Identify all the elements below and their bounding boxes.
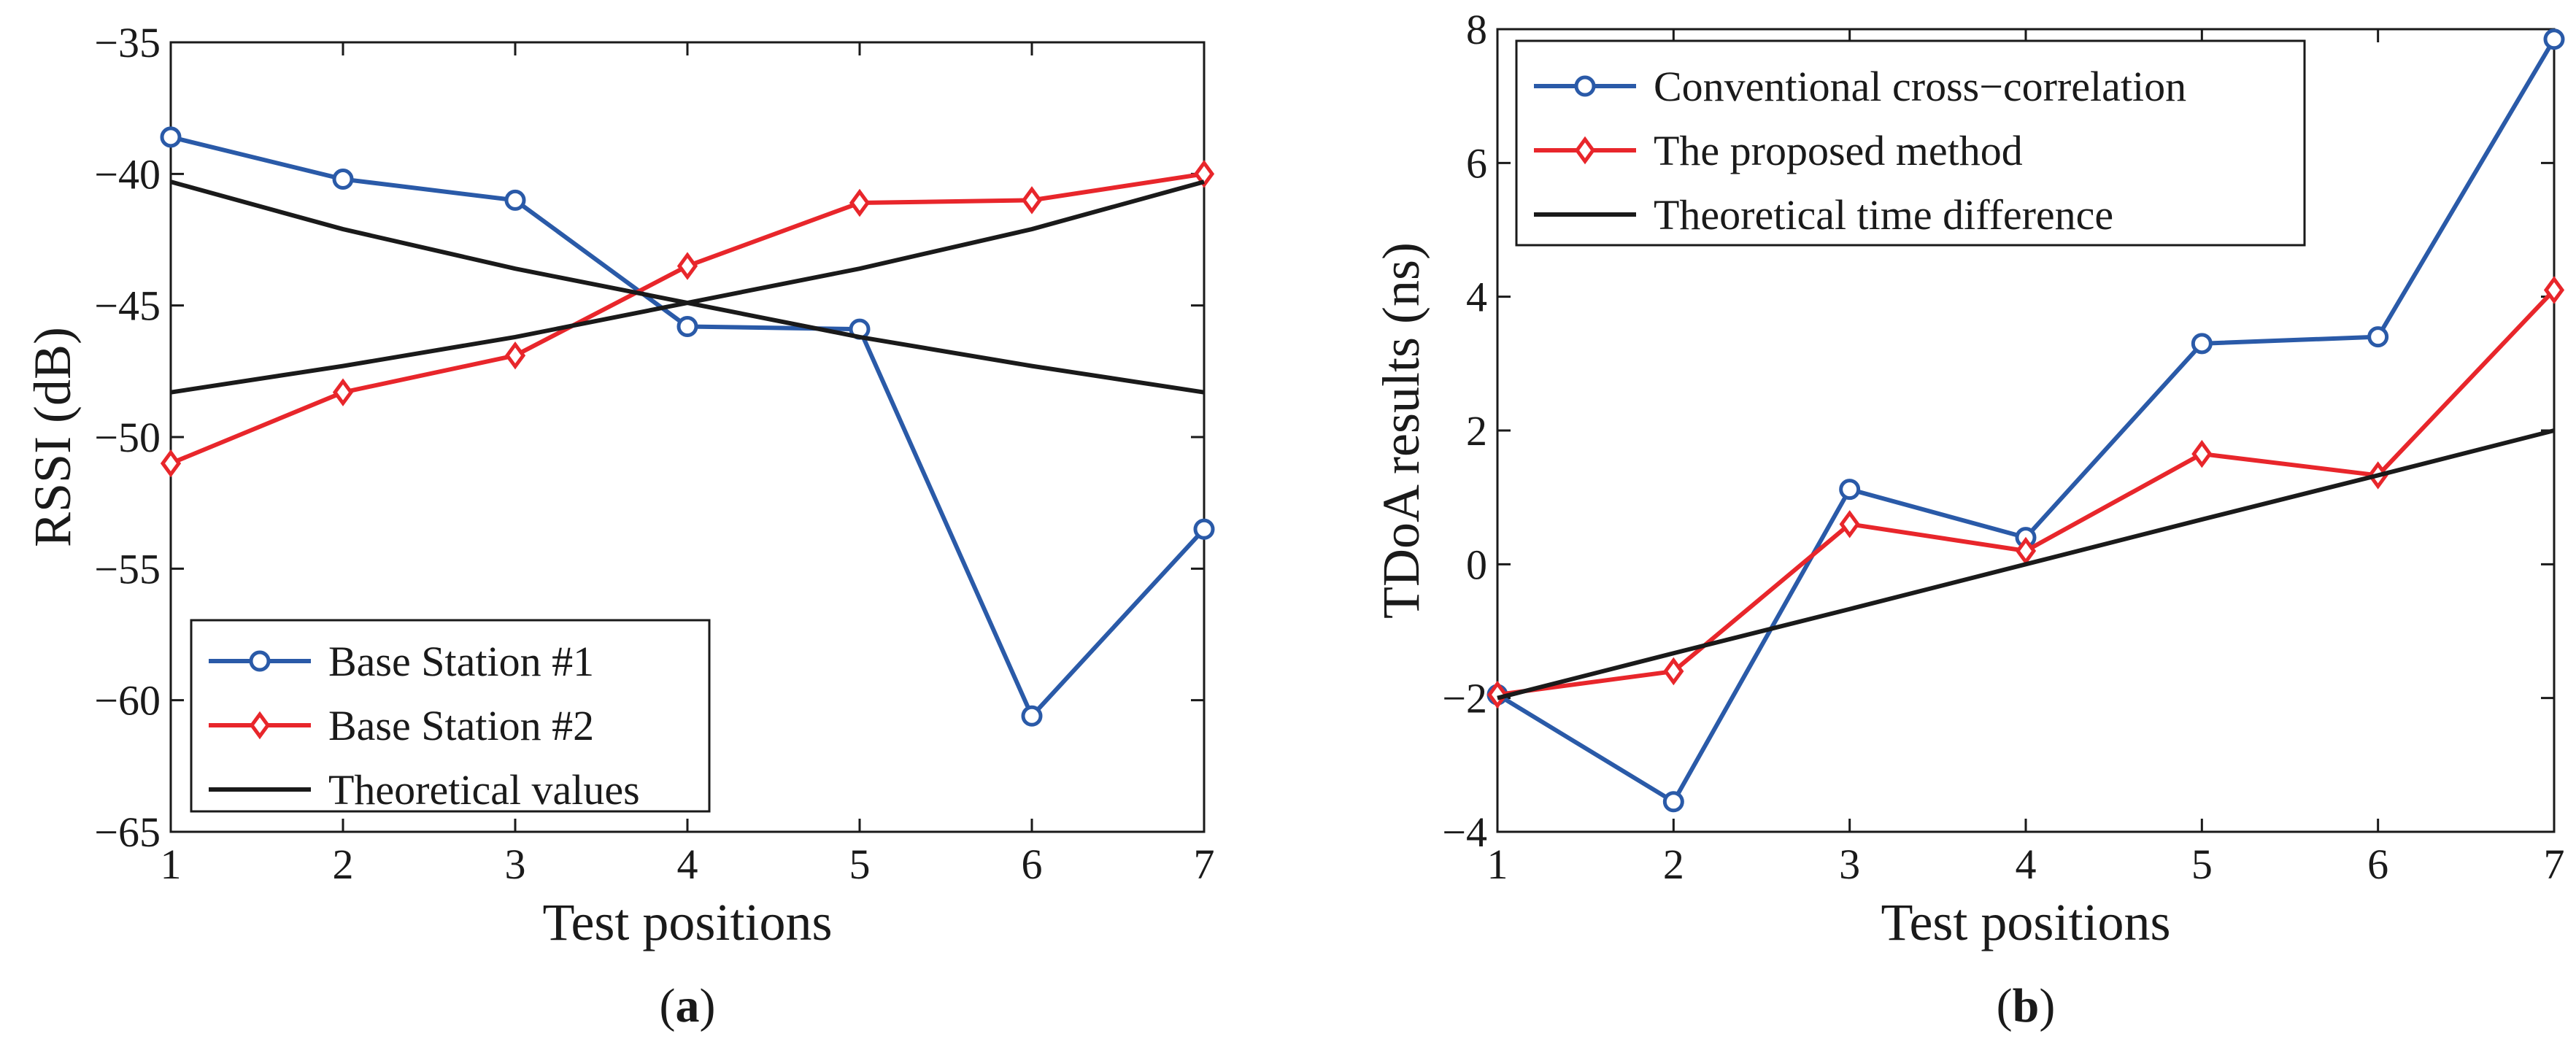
panel-a-chart: 1 2 3 4 5 6 7 −35 −40 −45 −50 −55 −60 −65 Test positio… [23,19,1215,1032]
x-axis-label: Test positions [543,893,833,951]
data-point-diamond [2015,536,2037,565]
legend-label: The proposed method [1654,127,2023,174]
series-line-a-2 [170,179,1205,395]
panel-label-letter: a [676,979,700,1032]
series-line-b-2 [1497,428,2555,700]
series-a-2 [170,179,1205,395]
data-point-circle [504,189,526,211]
x-tick-label: 7 [1194,841,1215,888]
data-point-diamond [160,449,182,478]
legend-label: Base Station #1 [328,638,594,685]
x-tick-label: 1 [1487,841,1508,888]
y-tick-label: −65 [94,808,161,856]
x-tick-label: 3 [1839,841,1860,888]
series-a-1 [160,160,1215,478]
y-axis-label: TDoA results (ns) [1372,242,1430,619]
y-tick-label: −45 [94,282,161,330]
legend-marker-circle [1574,75,1596,97]
y-tick-label: −55 [94,545,161,592]
series-a-0 [160,126,1215,727]
y-tick-label: −60 [94,677,161,725]
panel-label-b: (b) [1997,979,2056,1032]
x-tick-label: 1 [161,841,182,888]
data-point-diamond [332,378,354,406]
data-point-diamond [1486,680,1508,709]
series-line-b-1 [1497,288,2556,698]
series-line-a-3 [170,179,1205,395]
x-tick-label: 5 [2191,841,2213,888]
data-point-diamond [1193,160,1215,188]
data-point-diamond [2543,276,2565,304]
x-tick-label: 2 [1663,841,1684,888]
x-tick-label: 6 [1022,841,1043,888]
y-tick-label: 0 [1466,541,1487,588]
data-point-diamond [849,188,871,217]
data-point-circle [2543,28,2565,50]
data-point-circle [2367,326,2389,348]
x-tick-label: 7 [2544,841,2565,888]
x-axis-label: Test positions [1881,893,2171,951]
y-axis-label: RSSI (dB) [23,327,82,547]
data-point-diamond [1021,186,1043,215]
data-point-diamond [504,341,526,370]
data-point-diamond [1839,510,1860,538]
legend-b: Conventional cross−correlation The propos… [1515,39,2306,247]
legend-label: Conventional cross−correlation [1654,63,2186,110]
y-tick-label: −50 [94,414,161,461]
data-point-circle [676,316,698,338]
x-tick-label: 4 [677,841,698,888]
data-point-diamond [1663,657,1684,686]
x-tick-label: 3 [505,841,526,888]
series-b-2 [1497,428,2555,700]
legend-label: Theoretical values [328,766,640,814]
legend-box [1515,39,2306,247]
data-point-circle [1021,705,1043,727]
data-point-circle [1662,791,1684,813]
legend-marker-diamond [249,711,271,740]
y-tick-label: 6 [1466,139,1487,187]
data-point-circle [1839,479,1861,501]
y-tick-label: −40 [94,150,161,198]
series-b-1 [1486,276,2565,709]
y-tick-label: 4 [1466,274,1487,321]
panel-label-a: (a) [660,979,716,1032]
data-point-diamond [2191,439,2213,468]
y-tick-label: −2 [1442,675,1487,722]
legend-label: Base Station #2 [328,702,594,749]
series-a-3 [170,179,1205,395]
legend-a: Base Station #1 Base Station #2 Theoretica… [190,619,711,814]
x-tick-label: 4 [2016,841,2037,888]
x-tick-label: 5 [849,841,871,888]
y-tick-label: 2 [1466,407,1487,455]
legend-marker-diamond [1574,136,1596,165]
y-tick-label: −35 [94,19,161,66]
data-point-circle [1193,518,1215,540]
legend-label: Theoretical time difference [1654,191,2113,239]
data-point-circle [332,169,354,190]
panel-b-chart: 1 2 3 4 5 6 7 8 6 4 2 0 −2 −4 Test positions TDoA resul… [1372,6,2565,1032]
y-tick-label: −4 [1442,808,1487,856]
legend-marker-circle [249,650,271,672]
data-point-circle [2191,333,2213,355]
y-tick-label: 8 [1466,6,1487,53]
x-tick-label: 2 [333,841,354,888]
panel-label-letter: b [2013,979,2040,1032]
data-point-diamond [676,252,698,280]
x-tick-label: 6 [2367,841,2388,888]
legend-box [190,619,711,813]
data-point-circle [160,126,182,148]
